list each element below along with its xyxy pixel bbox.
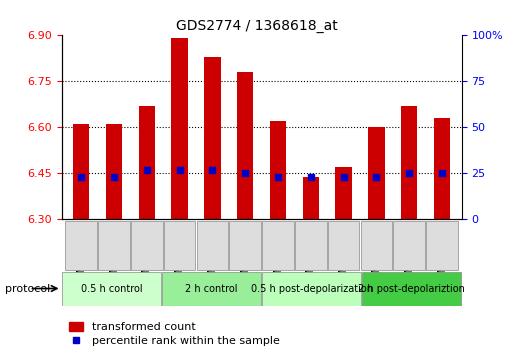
FancyBboxPatch shape [361,221,392,270]
FancyBboxPatch shape [62,272,161,306]
FancyBboxPatch shape [262,221,294,270]
FancyBboxPatch shape [162,272,261,306]
FancyBboxPatch shape [196,221,228,270]
Bar [368,127,385,219]
FancyBboxPatch shape [328,221,360,270]
FancyBboxPatch shape [98,221,130,270]
FancyBboxPatch shape [295,221,327,270]
Bar [270,121,286,219]
Bar [139,106,155,219]
Bar [73,124,89,219]
FancyBboxPatch shape [362,272,461,306]
Text: GDS2774 / 1368618_at: GDS2774 / 1368618_at [175,19,338,34]
Legend: transformed count, percentile rank within the sample: transformed count, percentile rank withi… [67,320,282,348]
FancyBboxPatch shape [262,272,361,306]
Bar [303,177,319,219]
FancyBboxPatch shape [229,221,261,270]
FancyBboxPatch shape [66,221,97,270]
Text: 0.5 h control: 0.5 h control [81,284,143,293]
Text: 2 h control: 2 h control [185,284,238,293]
Bar [106,124,122,219]
Text: 2 h post-depolariztion: 2 h post-depolariztion [358,284,465,293]
Bar [204,57,221,219]
Bar [434,118,450,219]
Text: protocol: protocol [5,284,50,293]
FancyBboxPatch shape [426,221,458,270]
Text: 0.5 h post-depolarization: 0.5 h post-depolarization [251,284,372,293]
FancyBboxPatch shape [393,221,425,270]
Bar [401,106,418,219]
Bar [171,39,188,219]
Bar [336,167,352,219]
Bar [237,72,253,219]
FancyBboxPatch shape [164,221,195,270]
FancyBboxPatch shape [131,221,163,270]
